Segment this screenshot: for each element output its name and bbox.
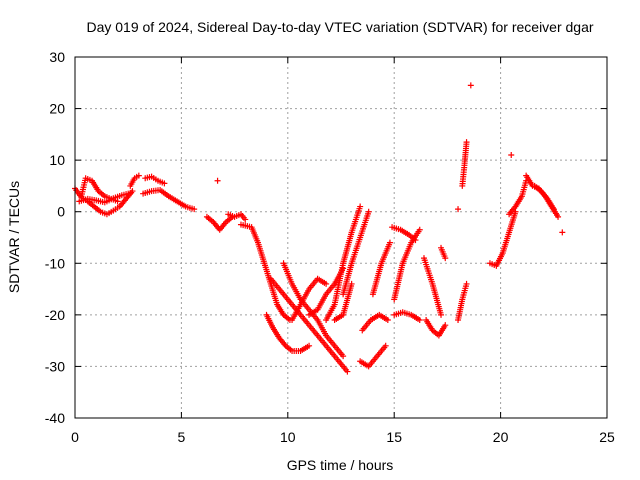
x-tick-label: 25 — [599, 429, 615, 445]
data-point — [340, 353, 347, 360]
data-points — [72, 82, 566, 375]
y-tick-label: 0 — [57, 204, 65, 220]
data-point — [559, 229, 566, 236]
plot-frame — [74, 56, 608, 419]
x-tick-label: 5 — [178, 429, 186, 445]
data-point — [550, 206, 557, 213]
data-point — [463, 280, 470, 287]
data-point — [442, 322, 449, 329]
x-tick-label: 20 — [493, 429, 509, 445]
data-point — [438, 311, 445, 318]
y-tick-label: -40 — [45, 410, 65, 426]
data-point — [416, 317, 423, 324]
x-tick-label: 0 — [71, 429, 79, 445]
data-point — [348, 280, 355, 287]
data-point — [242, 216, 249, 223]
x-tick-label: 10 — [280, 429, 296, 445]
y-tick-label: 10 — [49, 152, 65, 168]
data-point — [442, 255, 449, 262]
y-tick-label: 20 — [49, 101, 65, 117]
data-point — [357, 203, 364, 210]
data-point — [161, 180, 168, 187]
y-tick-label: -10 — [45, 255, 65, 271]
data-point — [127, 190, 134, 197]
data-point — [382, 342, 389, 349]
data-point — [463, 139, 470, 146]
y-tick-label: -20 — [45, 307, 65, 323]
chart-title: Day 019 of 2024, Sidereal Day-to-day VTE… — [86, 19, 593, 35]
data-point — [416, 226, 423, 233]
data-point — [555, 213, 562, 220]
data-point — [191, 206, 198, 213]
data-point — [344, 368, 351, 375]
data-point — [384, 317, 391, 324]
data-point — [306, 342, 313, 349]
data-point — [455, 206, 462, 213]
data-point — [467, 82, 474, 89]
data-point — [135, 172, 142, 179]
x-tick-label: 15 — [386, 429, 402, 445]
data-point — [412, 237, 419, 244]
data-point — [508, 151, 515, 158]
y-axis-label: SDTVAR / TECUs — [6, 181, 22, 293]
data-point — [365, 208, 372, 215]
y-tick-label: 30 — [49, 49, 65, 65]
data-point — [214, 177, 221, 184]
data-point — [323, 280, 330, 287]
grid — [75, 57, 607, 418]
y-tick-label: -30 — [45, 358, 65, 374]
x-axis-label: GPS time / hours — [287, 457, 394, 473]
data-point — [386, 239, 393, 246]
